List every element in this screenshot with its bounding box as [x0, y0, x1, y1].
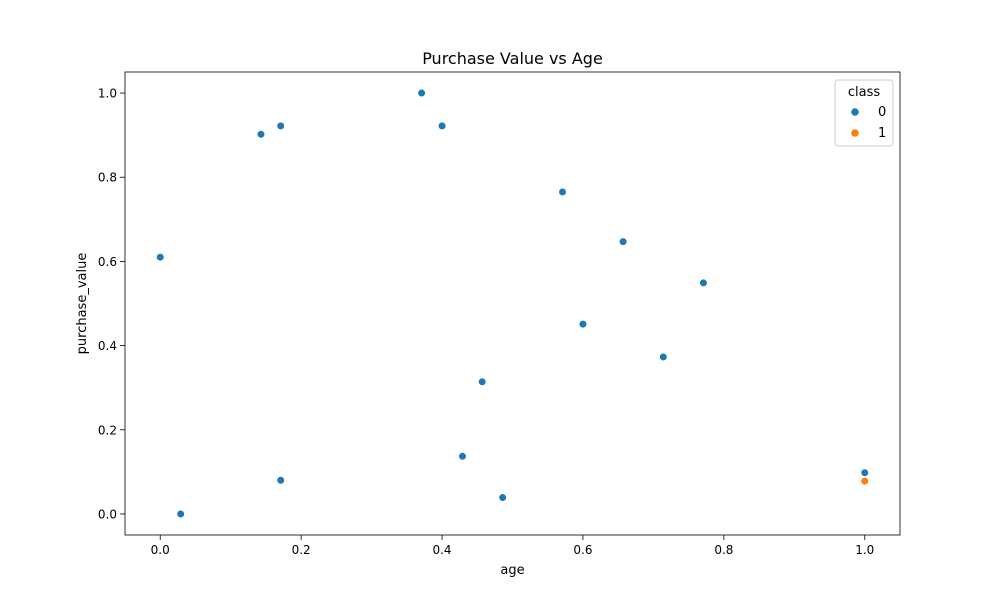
legend-label-class-1: 1 — [878, 126, 886, 141]
y-tick-label: 0.8 — [98, 171, 117, 185]
x-tick-label: 0.8 — [714, 543, 733, 557]
legend-title: class — [848, 85, 880, 100]
x-tick-label: 1.0 — [855, 543, 874, 557]
legend-label-class-0: 0 — [878, 105, 886, 120]
y-axis-label: purchase_value — [75, 253, 90, 355]
x-tick-label: 0.0 — [151, 543, 170, 557]
data-point-class-1 — [860, 477, 869, 486]
y-tick-label: 0.6 — [98, 255, 117, 269]
y-tick-label: 0.4 — [98, 339, 117, 353]
data-point-class-0 — [256, 130, 266, 139]
data-point-class-0 — [558, 187, 567, 197]
x-tick-label: 0.6 — [573, 543, 592, 557]
data-point-class-0 — [276, 476, 285, 485]
data-point-class-0 — [417, 88, 426, 98]
data-point-class-0 — [437, 121, 447, 130]
plot-area-frame — [124, 71, 901, 536]
y-tick-label: 1.0 — [98, 87, 117, 101]
data-point-class-0 — [498, 493, 507, 502]
data-points — [156, 88, 869, 519]
data-point-class-0 — [619, 237, 628, 246]
x-tick-label: 0.4 — [432, 543, 451, 557]
data-point-class-0 — [276, 121, 285, 130]
legend: class 0 1 — [834, 79, 894, 147]
data-point-class-0 — [458, 452, 467, 461]
x-axis-label: age — [500, 563, 524, 578]
data-point-class-0 — [176, 509, 185, 519]
legend-frame — [834, 79, 894, 147]
y-axis-ticks: 0.0 0.2 0.4 0.6 0.8 1.0 — [98, 87, 125, 521]
data-point-class-0 — [478, 377, 487, 386]
x-tick-label: 0.2 — [292, 543, 311, 557]
data-point-class-0 — [659, 352, 668, 362]
legend-marker-class-0 — [851, 108, 859, 116]
data-point-class-0 — [860, 468, 869, 477]
data-point-class-0 — [156, 253, 165, 262]
data-point-class-0 — [699, 278, 708, 287]
chart-title: Purchase Value vs Age — [422, 49, 603, 68]
data-point-class-0 — [578, 320, 588, 329]
y-tick-label: 0.0 — [98, 507, 117, 521]
x-axis-ticks: 0.0 0.2 0.4 0.6 0.8 1.0 — [151, 535, 874, 557]
y-tick-label: 0.2 — [98, 423, 117, 437]
legend-marker-class-1 — [851, 129, 859, 137]
